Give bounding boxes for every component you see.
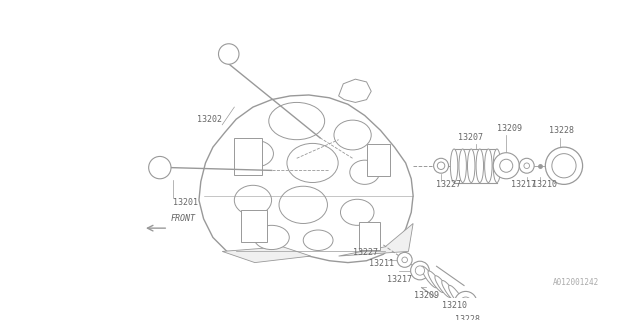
Ellipse shape [449, 285, 465, 307]
Circle shape [483, 310, 516, 320]
Ellipse shape [451, 149, 458, 182]
Ellipse shape [493, 149, 500, 182]
Circle shape [402, 257, 408, 263]
Text: A012001242: A012001242 [553, 278, 599, 287]
Text: 13207: 13207 [458, 133, 483, 142]
Text: 13228: 13228 [455, 315, 481, 320]
Text: 13211: 13211 [369, 259, 394, 268]
Ellipse shape [350, 160, 380, 184]
Bar [234, 138, 262, 175]
Polygon shape [339, 223, 413, 256]
Ellipse shape [234, 185, 271, 215]
Bar [367, 144, 390, 176]
Ellipse shape [334, 120, 371, 150]
Text: 13210: 13210 [532, 180, 557, 189]
Circle shape [437, 162, 445, 170]
Text: 13227: 13227 [436, 180, 461, 189]
Text: 13209: 13209 [497, 124, 522, 133]
Bar [359, 222, 380, 250]
Text: 13201: 13201 [173, 198, 198, 207]
Circle shape [434, 158, 449, 173]
Circle shape [411, 261, 429, 280]
Text: 13209: 13209 [415, 291, 440, 300]
Ellipse shape [279, 186, 328, 223]
Polygon shape [222, 247, 310, 263]
Ellipse shape [435, 276, 451, 297]
Circle shape [519, 158, 534, 173]
Text: 13202: 13202 [197, 115, 222, 124]
Circle shape [454, 292, 477, 314]
Ellipse shape [467, 149, 475, 182]
Polygon shape [339, 79, 371, 102]
Ellipse shape [269, 102, 324, 140]
Circle shape [490, 316, 510, 320]
Bar [241, 210, 267, 242]
Circle shape [552, 154, 576, 178]
Text: 13217: 13217 [511, 180, 536, 189]
Text: 13228: 13228 [549, 126, 574, 135]
Ellipse shape [287, 143, 338, 182]
Circle shape [500, 159, 513, 172]
Circle shape [524, 163, 529, 169]
Circle shape [218, 44, 239, 64]
Ellipse shape [428, 271, 444, 292]
Circle shape [493, 153, 519, 179]
Ellipse shape [340, 199, 374, 225]
Ellipse shape [254, 225, 289, 250]
Ellipse shape [459, 149, 467, 182]
Ellipse shape [442, 281, 458, 302]
Ellipse shape [476, 149, 483, 182]
Circle shape [415, 266, 424, 275]
Circle shape [397, 252, 412, 267]
Text: 13217: 13217 [387, 275, 412, 284]
Ellipse shape [484, 149, 492, 182]
Ellipse shape [303, 230, 333, 251]
Text: 13210: 13210 [442, 301, 467, 310]
Text: 13227: 13227 [353, 248, 378, 257]
Text: FRONT: FRONT [171, 214, 196, 223]
Circle shape [460, 297, 471, 308]
Circle shape [148, 156, 171, 179]
Polygon shape [199, 95, 413, 263]
Ellipse shape [240, 140, 273, 167]
Ellipse shape [421, 266, 437, 288]
Circle shape [545, 147, 582, 184]
